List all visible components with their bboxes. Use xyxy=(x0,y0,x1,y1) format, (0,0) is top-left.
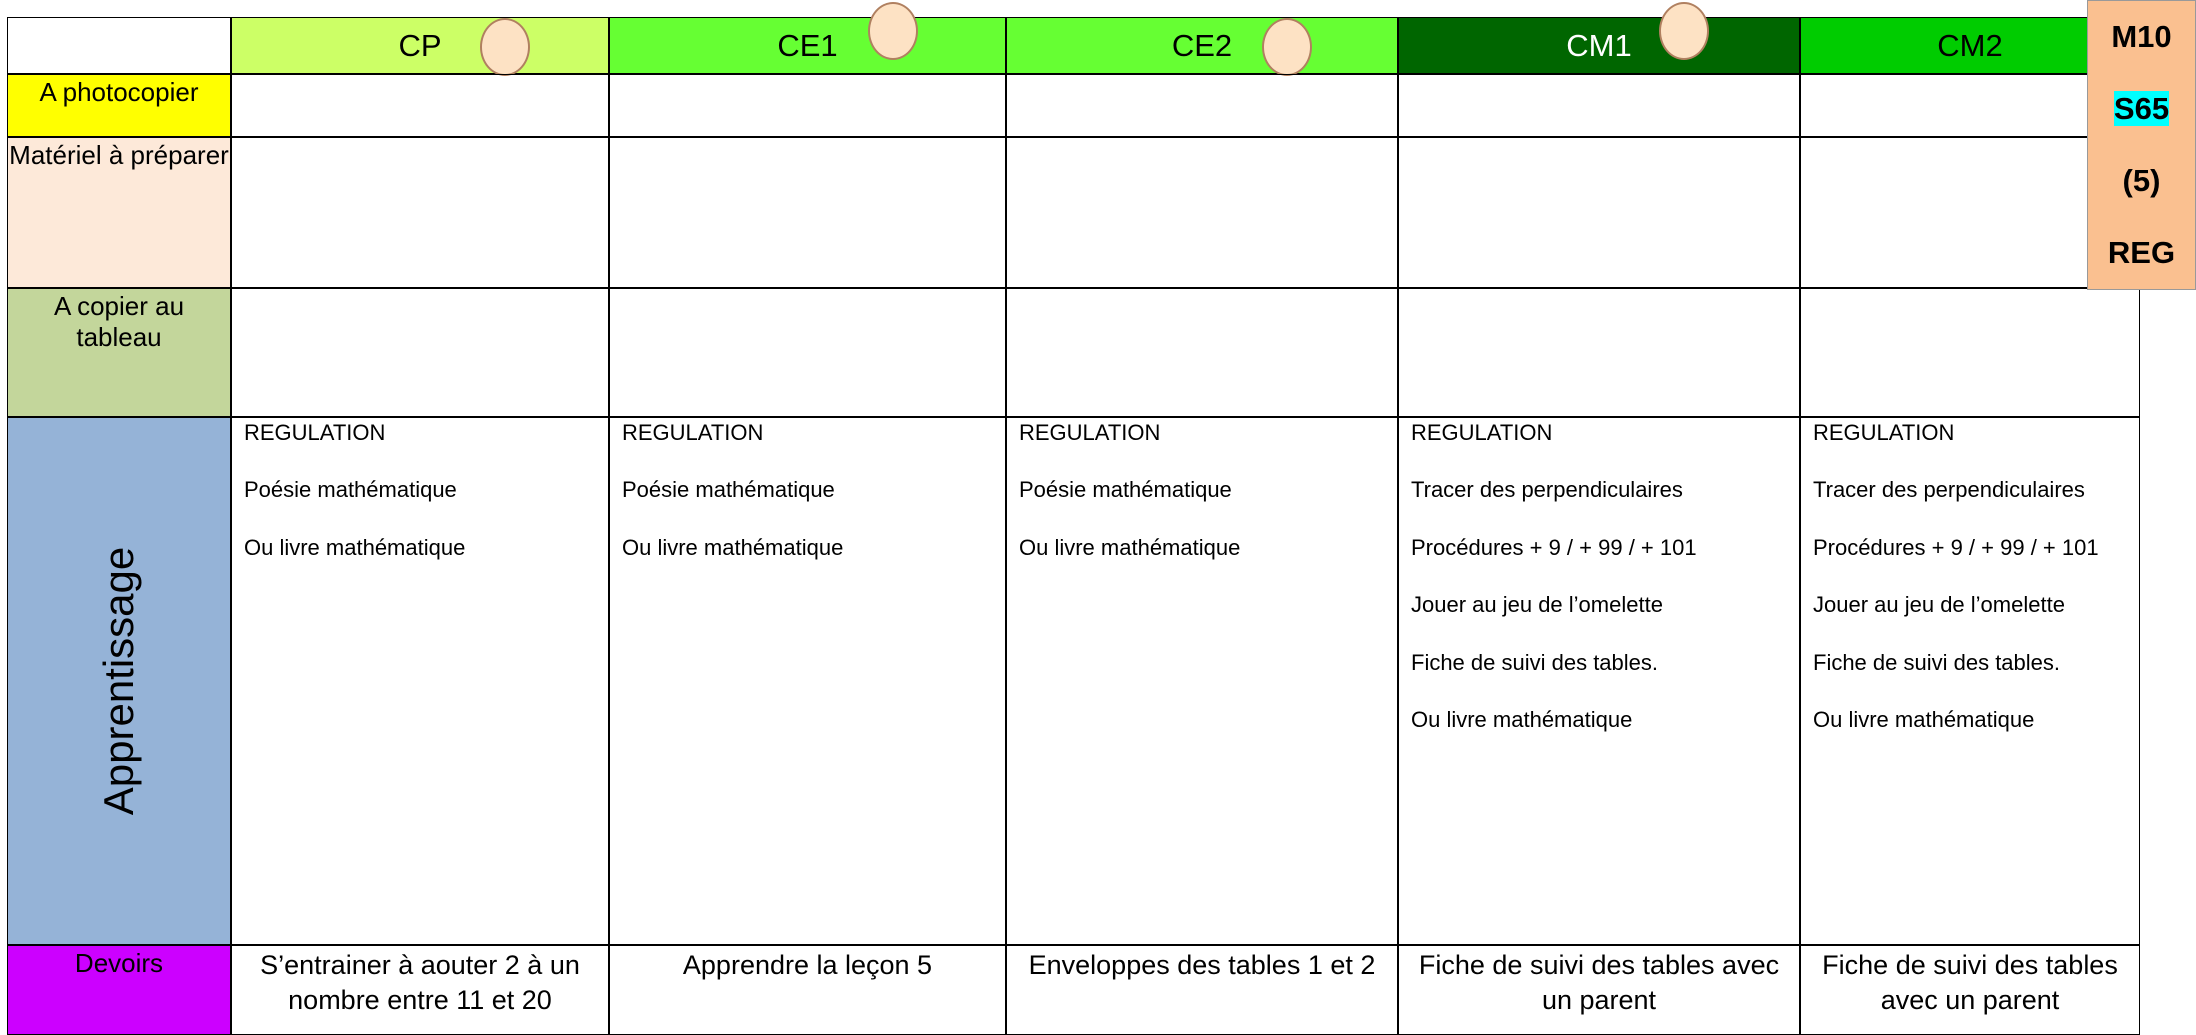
cell-line: Tracer des perpendiculaires xyxy=(1813,477,2085,503)
cell-line: REGULATION xyxy=(244,420,386,445)
row-label-text: A copier au tableau xyxy=(53,291,185,352)
cell-line: Fiche de suivi des tables. xyxy=(1411,649,1659,675)
cell-line: Tracer des perpendiculaires xyxy=(1411,477,1683,503)
header-text: CE2 xyxy=(1171,27,1233,63)
table-cell: Fiche de suivi des tables avec un parent xyxy=(1800,945,2140,1035)
side-line: S65 xyxy=(2088,73,2195,145)
column-header: CM2 xyxy=(1800,17,2140,74)
cell-line: Poésie mathématique xyxy=(1019,477,1232,503)
cell-line: Procédures + 9 / + 99 / + 101 xyxy=(1411,534,1697,560)
table-cell xyxy=(1006,288,1398,417)
row-label-text: Apprentissage xyxy=(95,546,142,816)
child-icon xyxy=(867,2,918,60)
table-cell xyxy=(1398,74,1800,137)
table-cell xyxy=(1800,288,2140,417)
column-header: CE1 xyxy=(609,17,1006,74)
row-label-text: Devoirs xyxy=(74,948,164,978)
table-cell: REGULATION Tracer des perpendiculaires Pro… xyxy=(1800,417,2140,945)
header-text: CE1 xyxy=(777,27,838,63)
cell-line: Procédures + 9 / + 99 / + 101 xyxy=(1813,534,2099,560)
header-text: CM1 xyxy=(1566,27,1632,63)
row-label-text: A photocopier xyxy=(39,77,199,107)
cell-line: Ou livre mathématique xyxy=(1411,706,1633,732)
cell-line: Poésie mathématique xyxy=(244,477,457,503)
side-text: REG xyxy=(2107,235,2176,270)
table-cell: REGULATION Poésie mathématique Ou livre ma… xyxy=(231,417,609,945)
cell-line: Ou livre mathématique xyxy=(1019,534,1241,560)
row-label: Apprentissage xyxy=(7,417,231,945)
cell-line: Jouer au jeu de l’omelette xyxy=(1411,592,1663,618)
cell-line: REGULATION xyxy=(1019,420,1161,445)
child-icon xyxy=(1262,18,1312,76)
child-icon xyxy=(1659,2,1709,60)
table-cell: Fiche de suivi des tables avec un parent xyxy=(1398,945,1800,1035)
row-label: Matériel à préparer xyxy=(7,137,231,288)
row-label: A photocopier xyxy=(7,74,231,137)
table-cell xyxy=(1398,137,1800,288)
cell-line: Ou livre mathématique xyxy=(244,534,466,560)
cell-line: Ou livre mathématique xyxy=(1813,706,2035,732)
header-text: CP xyxy=(398,27,442,63)
child-icon xyxy=(480,18,530,76)
cell-line: REGULATION xyxy=(1813,420,1955,445)
table-cell: REGULATION Poésie mathématique Ou livre ma… xyxy=(1006,417,1398,945)
cell-line: Fiche de suivi des tables. xyxy=(1813,649,2061,675)
cell-text: Fiche de suivi des tables avec un parent xyxy=(1822,950,2118,1016)
table-cell xyxy=(1006,137,1398,288)
side-box: M10 S65 (5) REG xyxy=(2087,0,2196,290)
table-cell xyxy=(1006,74,1398,137)
header-text: CM2 xyxy=(1937,27,2003,63)
table-cell xyxy=(609,74,1006,137)
side-line: M10 xyxy=(2088,1,2195,73)
cell-line: REGULATION xyxy=(1411,420,1553,445)
table-cell: S’entrainer à aouter 2 à un nombre entre… xyxy=(231,945,609,1035)
side-text: M10 xyxy=(2111,19,2172,54)
table-cell: REGULATION Tracer des perpendiculaires Pro… xyxy=(1398,417,1800,945)
table-cell: Apprendre la leçon 5 xyxy=(609,945,1006,1035)
table-cell: Enveloppes des tables 1 et 2 xyxy=(1006,945,1398,1035)
table-cell xyxy=(231,137,609,288)
cell-line: Poésie mathématique xyxy=(622,477,835,503)
cell-text: Fiche de suivi des tables avec un parent xyxy=(1418,950,1780,1016)
row-label: A copier au tableau xyxy=(7,288,231,417)
table-cell xyxy=(609,288,1006,417)
column-header: CP xyxy=(231,17,609,74)
table-cell xyxy=(1398,288,1800,417)
column-header: CE2 xyxy=(1006,17,1398,74)
cell-text: Enveloppes des tables 1 et 2 xyxy=(1028,950,1376,980)
side-text: (5) xyxy=(2122,163,2161,198)
cell-line: Jouer au jeu de l’omelette xyxy=(1813,592,2065,618)
side-line: REG xyxy=(2088,217,2195,289)
side-text: S65 xyxy=(2113,91,2170,126)
cell-line: REGULATION xyxy=(622,420,764,445)
row-label: Devoirs xyxy=(7,945,231,1035)
side-line: (5) xyxy=(2088,145,2195,217)
table-cell: REGULATION Poésie mathématique Ou livre ma… xyxy=(609,417,1006,945)
cell-line: Ou livre mathématique xyxy=(622,534,844,560)
row-label-text: Matériel à préparer xyxy=(9,140,229,170)
table-cell xyxy=(231,288,609,417)
table-cell xyxy=(609,137,1006,288)
cell-text: Apprendre la leçon 5 xyxy=(682,950,933,980)
cell-text: S’entrainer à aouter 2 à un nombre entre… xyxy=(260,950,580,1016)
corner-cell xyxy=(7,17,231,74)
table-cell xyxy=(231,74,609,137)
column-header: CM1 xyxy=(1398,17,1800,74)
